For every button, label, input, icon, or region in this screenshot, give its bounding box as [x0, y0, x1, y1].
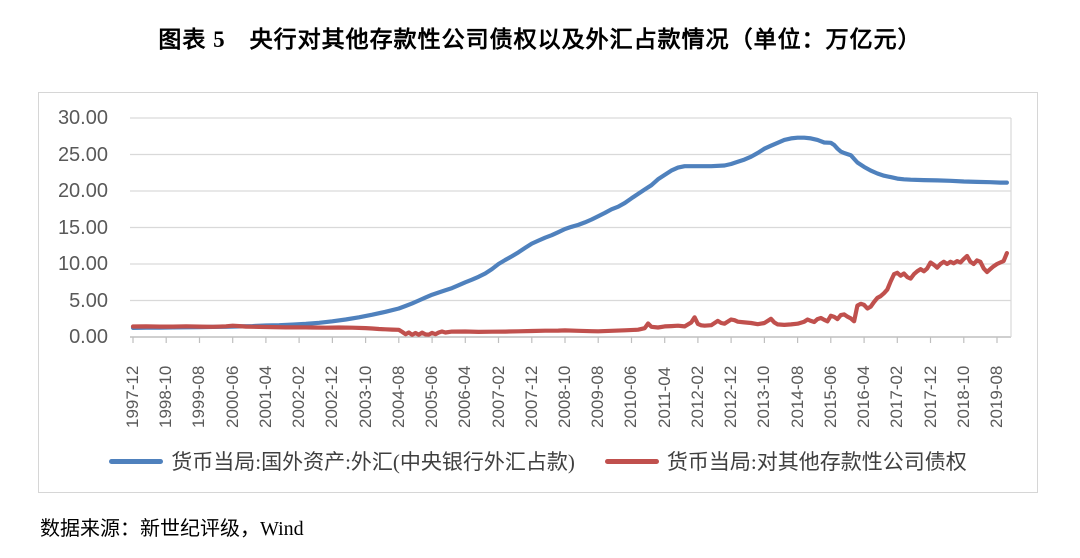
y-axis-label: 0.00 [69, 326, 108, 348]
x-axis-label: 2014-08 [787, 365, 807, 428]
series-line-fx-reserves [130, 135, 1010, 330]
x-axis-label: 2009-08 [588, 365, 608, 428]
x-axis-label: 1998-10 [156, 365, 176, 428]
x-axis-label: 2008-10 [554, 365, 574, 428]
legend-item-fx: 货币当局:国外资产:外汇(中央银行外汇占款) [109, 446, 575, 476]
chart-legend: 货币当局:国外资产:外汇(中央银行外汇占款) 货币当局:对其他存款性公司债权 [38, 447, 1038, 475]
x-axis-label: 1999-08 [189, 365, 209, 428]
x-axis-label: 2007-02 [488, 365, 508, 428]
x-axis-label: 2015-06 [820, 365, 840, 428]
x-axis-label: 2007-12 [521, 365, 541, 428]
chart-title: 图表 5 央行对其他存款性公司债权以及外汇占款情况（单位：万亿元） [158, 27, 922, 52]
x-axis-label: 2018-10 [953, 365, 973, 428]
legend-label-claims: 货币当局:对其他存款性公司债权 [666, 450, 967, 474]
x-axis-label: 2003-10 [355, 365, 375, 428]
source-note: 数据来源：新世纪评级，Wind [40, 518, 304, 540]
y-axis-label: 10.00 [57, 253, 108, 275]
x-axis-label: 2002-02 [289, 365, 309, 428]
x-axis-label: 2012-02 [687, 365, 707, 428]
y-axis-label: 5.00 [69, 289, 108, 312]
x-axis-label: 2019-08 [986, 365, 1006, 428]
legend-marker-claims-line [604, 458, 659, 464]
legend-marker-fx-line [109, 458, 164, 464]
x-axis-label: 2017-12 [920, 365, 940, 428]
x-axis-label: 2017-02 [887, 365, 907, 428]
x-axis-label: 2006-04 [455, 365, 475, 428]
y-axis-label: 15.00 [57, 216, 108, 239]
x-axis-label: 1997-12 [123, 365, 142, 428]
x-axis-label: 2012-12 [721, 365, 741, 428]
y-axis-label: 20.00 [57, 180, 108, 202]
x-axis-label: 2010-06 [621, 365, 641, 428]
legend-label-fx: 货币当局:国外资产:外汇(中央银行外汇占款) [171, 450, 575, 474]
x-axis-label: 2013-10 [754, 365, 774, 428]
x-axis-label: 2005-06 [422, 365, 442, 428]
series-line-claims-on-banks [130, 251, 1010, 337]
chart-frame [38, 92, 1038, 493]
x-axis-label: 2002-12 [322, 365, 342, 428]
x-axis-label: 2001-04 [255, 365, 275, 428]
x-axis-label: 2016-04 [854, 365, 874, 428]
y-axis-label: 25.00 [57, 143, 108, 166]
x-axis-label: 2004-08 [388, 365, 408, 428]
legend-item-claims: 货币当局:对其他存款性公司债权 [604, 446, 967, 476]
x-axis-label: 2011-04 [654, 366, 674, 428]
x-axis-label: 2000-06 [222, 365, 242, 428]
y-axis-label: 30.00 [57, 107, 108, 129]
